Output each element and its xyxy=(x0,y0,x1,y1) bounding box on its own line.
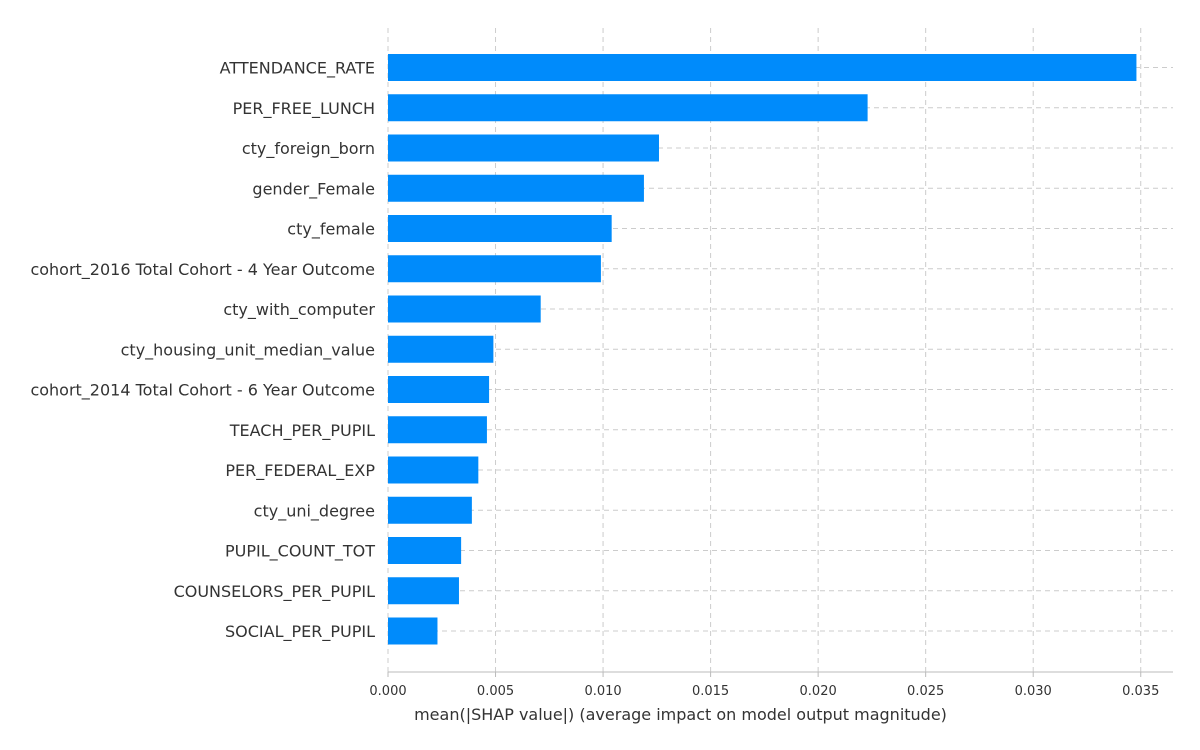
bar xyxy=(388,255,601,283)
bar xyxy=(388,134,659,162)
category-label: TEACH_PER_PUPIL xyxy=(229,421,375,441)
bar xyxy=(388,215,612,242)
bar xyxy=(388,376,490,403)
category-label: cohort_2014 Total Cohort - 6 Year Outcom… xyxy=(30,381,375,401)
bar xyxy=(388,416,487,444)
bar xyxy=(388,94,868,122)
bar xyxy=(388,496,472,524)
category-label: COUNSELORS_PER_PUPIL xyxy=(174,582,376,602)
x-axis-title: mean(|SHAP value|) (average impact on mo… xyxy=(414,705,947,724)
category-label: gender_Female xyxy=(252,179,375,199)
x-tick-label: 0.010 xyxy=(584,684,621,699)
bar xyxy=(388,577,459,605)
bar xyxy=(388,617,438,645)
bar xyxy=(388,537,462,564)
category-label: cohort_2016 Total Cohort - 4 Year Outcom… xyxy=(30,260,375,280)
bars-layer xyxy=(388,54,1137,645)
bar xyxy=(388,335,494,363)
bar xyxy=(388,174,644,202)
category-label: PER_FREE_LUNCH xyxy=(233,99,375,119)
x-tick-label: 0.005 xyxy=(477,684,514,699)
bar xyxy=(388,54,1137,81)
x-tick-label: 0.000 xyxy=(369,684,406,699)
category-label: ATTENDANCE_RATE xyxy=(220,59,375,79)
bar xyxy=(388,295,541,323)
category-label: PUPIL_COUNT_TOT xyxy=(225,542,375,562)
category-label: cty_female xyxy=(287,220,375,240)
category-label: cty_housing_unit_median_value xyxy=(121,340,375,360)
category-label: cty_foreign_born xyxy=(242,139,375,159)
category-label: PER_FEDERAL_EXP xyxy=(225,461,375,481)
grid-layer xyxy=(387,28,1173,672)
category-label: cty_with_computer xyxy=(223,300,375,320)
x-tick-label: 0.025 xyxy=(907,684,944,699)
category-label: cty_uni_degree xyxy=(254,501,375,521)
x-tick-label: 0.015 xyxy=(692,684,729,699)
bar xyxy=(388,456,479,484)
x-axis: 0.000 0.005 0.010 0.015 0.020 0.025 0.030 0.035 xyxy=(369,671,1173,699)
x-tick-label: 0.030 xyxy=(1015,684,1052,699)
category-labels: ATTENDANCE_RATE PER_FREE_LUNCH cty_foreign… xyxy=(30,59,375,643)
category-label: SOCIAL_PER_PUPIL xyxy=(225,622,375,642)
x-tick-label: 0.035 xyxy=(1122,684,1159,699)
x-tick-label: 0.020 xyxy=(800,684,837,699)
